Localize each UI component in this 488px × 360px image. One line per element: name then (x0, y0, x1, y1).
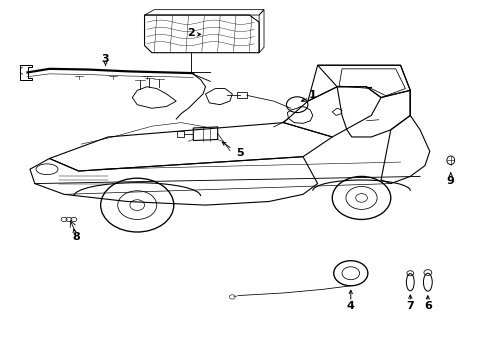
Text: 2: 2 (186, 28, 194, 38)
Text: 9: 9 (446, 176, 454, 186)
Text: 8: 8 (72, 232, 80, 242)
Text: 5: 5 (235, 148, 243, 158)
Text: 6: 6 (423, 301, 431, 311)
Text: 4: 4 (346, 301, 354, 311)
Text: 3: 3 (102, 54, 109, 64)
Text: 7: 7 (406, 301, 413, 311)
Text: 1: 1 (308, 90, 316, 100)
